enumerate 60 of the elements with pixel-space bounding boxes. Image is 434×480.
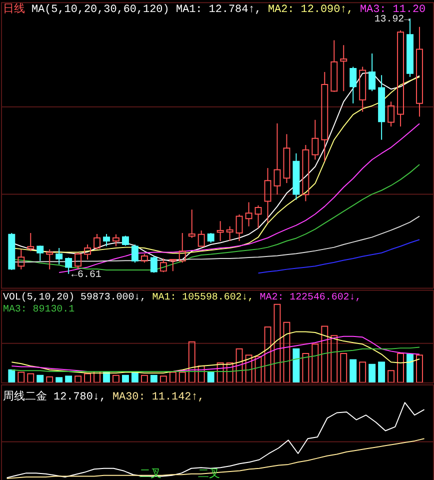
candlestick xyxy=(245,202,252,227)
text: MA30: 11.142↑, xyxy=(112,391,204,404)
legend-title: MA(5,10,20,30,60,120) xyxy=(31,4,170,16)
candlestick xyxy=(264,168,272,224)
bar xyxy=(312,344,319,382)
bar xyxy=(340,353,348,382)
bar xyxy=(216,362,224,382)
bar xyxy=(226,362,234,382)
bar xyxy=(188,341,196,382)
bar xyxy=(236,348,243,382)
bar xyxy=(350,359,357,382)
bar xyxy=(321,326,328,382)
text: MA2: 122546.602↓, xyxy=(260,292,362,303)
bar xyxy=(36,374,44,382)
text: MA3: 89130.1 xyxy=(2,304,75,315)
bar xyxy=(292,348,300,382)
bar xyxy=(254,356,262,382)
candlestick xyxy=(198,230,205,247)
bar xyxy=(18,372,25,382)
candlestick xyxy=(416,26,423,118)
bar xyxy=(368,364,376,382)
bar xyxy=(150,374,158,382)
bar xyxy=(84,373,92,382)
chart-title: 日线 xyxy=(2,2,25,16)
bar xyxy=(245,354,252,382)
bar xyxy=(416,354,423,382)
bar xyxy=(178,372,186,382)
bar xyxy=(283,322,290,382)
legend-title: VOL(5,10,20) 59873.000↓, xyxy=(2,292,146,303)
bar xyxy=(388,370,395,382)
bar xyxy=(406,354,414,382)
text: 周线二金 12.780↓, xyxy=(2,389,106,404)
bar xyxy=(8,369,16,382)
bar xyxy=(330,335,338,382)
candlestick xyxy=(321,71,328,162)
bar xyxy=(274,304,281,382)
bar xyxy=(359,362,366,382)
bar xyxy=(122,374,129,382)
annotation: ←6.61 xyxy=(72,268,102,280)
bar xyxy=(56,377,63,382)
text: MA2: 12.090↑, xyxy=(268,4,354,16)
bar xyxy=(65,376,72,382)
annotation: 13.92→ xyxy=(374,14,410,25)
bar xyxy=(397,353,404,382)
bar xyxy=(378,362,386,382)
candlestick xyxy=(340,44,348,92)
candlestick xyxy=(274,122,281,196)
candlestick xyxy=(283,134,290,184)
candlestick xyxy=(292,152,300,200)
candlestick xyxy=(18,248,25,270)
candlestick xyxy=(378,74,386,140)
bar xyxy=(302,353,310,382)
bar xyxy=(169,372,176,382)
bar xyxy=(27,373,34,382)
candlestick xyxy=(302,144,310,202)
text: MA1: 105598.602↓, xyxy=(152,292,254,303)
text: MA1: 12.784↑, xyxy=(176,4,262,16)
bar xyxy=(264,326,272,382)
candlestick xyxy=(216,220,224,242)
candlestick xyxy=(56,248,63,265)
